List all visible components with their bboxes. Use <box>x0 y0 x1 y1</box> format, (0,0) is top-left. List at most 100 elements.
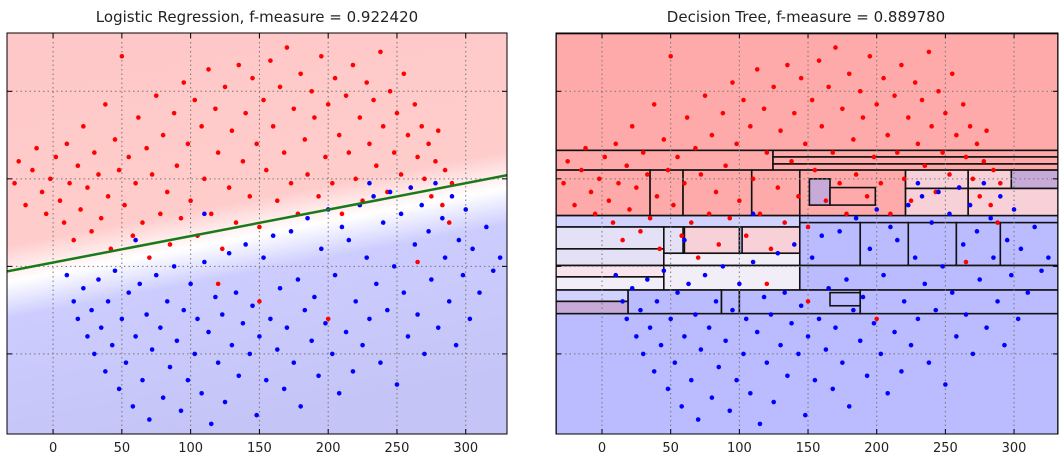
red-point <box>178 215 184 221</box>
red-point <box>153 93 159 98</box>
blue-point <box>748 390 753 396</box>
red-point <box>319 53 324 59</box>
red-point <box>222 84 228 90</box>
blue-point <box>284 325 290 330</box>
red-point <box>250 75 255 81</box>
blue-point <box>761 294 767 300</box>
red-point <box>750 176 756 182</box>
red-point <box>240 159 246 164</box>
red-point <box>357 115 363 120</box>
red-point <box>936 88 941 94</box>
red-point <box>371 97 376 103</box>
red-point <box>802 141 808 147</box>
blue-point <box>750 259 756 265</box>
blue-point <box>133 334 138 339</box>
red-point <box>215 150 221 155</box>
blue-point <box>737 281 742 287</box>
red-point <box>634 185 639 190</box>
blue-point <box>378 360 383 365</box>
red-point <box>81 124 86 129</box>
red-point <box>805 299 811 304</box>
blue-point <box>192 351 198 357</box>
blue-point <box>1002 342 1007 348</box>
red-point <box>657 246 662 252</box>
blue-point <box>103 369 108 374</box>
red-point <box>943 110 948 116</box>
blue-point <box>624 316 630 322</box>
blue-point <box>723 338 728 344</box>
red-point <box>901 176 907 182</box>
blue-point <box>1025 290 1031 295</box>
blue-point <box>940 264 945 269</box>
red-point <box>185 141 191 147</box>
tree-region <box>750 169 801 217</box>
red-point <box>429 194 434 199</box>
blue-point <box>791 242 797 247</box>
red-point <box>130 233 136 239</box>
blue-point <box>892 329 897 335</box>
red-point <box>364 80 369 85</box>
blue-point <box>137 281 143 287</box>
red-point <box>620 237 625 243</box>
blue-point <box>419 202 425 208</box>
blue-point <box>490 268 496 274</box>
blue-point <box>713 299 719 304</box>
blue-point <box>240 320 246 326</box>
blue-point <box>305 215 310 221</box>
red-point <box>809 97 815 103</box>
blue-point <box>881 272 886 278</box>
red-point <box>954 132 959 138</box>
red-point <box>12 180 17 186</box>
blue-point <box>798 303 804 309</box>
red-point <box>343 93 349 98</box>
red-point <box>768 246 774 252</box>
blue-point <box>926 360 932 365</box>
blue-point <box>429 277 434 282</box>
red-point <box>394 110 400 116</box>
blue-point <box>874 207 880 212</box>
red-point <box>34 145 39 151</box>
blue-point <box>144 312 149 317</box>
blue-point <box>682 334 687 339</box>
blue-point <box>785 373 790 379</box>
red-point <box>353 176 358 182</box>
red-point <box>640 150 646 155</box>
blue-point <box>343 329 349 335</box>
red-point <box>30 167 35 173</box>
blue-point <box>316 373 321 379</box>
red-point <box>743 233 749 239</box>
red-point <box>671 202 676 208</box>
x-tick-label: 100 <box>727 441 752 456</box>
blue-point <box>682 237 687 243</box>
red-point <box>565 159 570 164</box>
red-point <box>679 233 684 239</box>
red-point <box>761 106 767 112</box>
red-point <box>202 176 207 182</box>
red-point <box>716 242 722 247</box>
blue-point <box>85 334 90 339</box>
red-point <box>75 163 81 169</box>
red-point <box>654 194 660 199</box>
blue-point <box>981 180 987 186</box>
blue-point <box>164 299 170 304</box>
blue-point <box>878 351 884 357</box>
red-point <box>53 154 59 160</box>
x-tick-label: 300 <box>1002 441 1027 456</box>
tree-region <box>829 291 862 307</box>
red-point <box>853 172 859 177</box>
blue-point <box>484 224 489 230</box>
red-point <box>819 124 825 129</box>
blue-point <box>435 325 441 330</box>
blue-point <box>147 417 152 422</box>
red-point <box>929 124 934 129</box>
blue-point <box>613 272 619 278</box>
red-point <box>236 62 242 68</box>
blue-point <box>339 224 345 230</box>
blue-point <box>250 303 255 309</box>
red-point <box>892 93 897 98</box>
x-tick-label: 0 <box>49 441 57 456</box>
red-point <box>61 220 67 225</box>
blue-point <box>433 180 438 186</box>
red-point <box>915 141 921 147</box>
red-point <box>974 141 980 147</box>
